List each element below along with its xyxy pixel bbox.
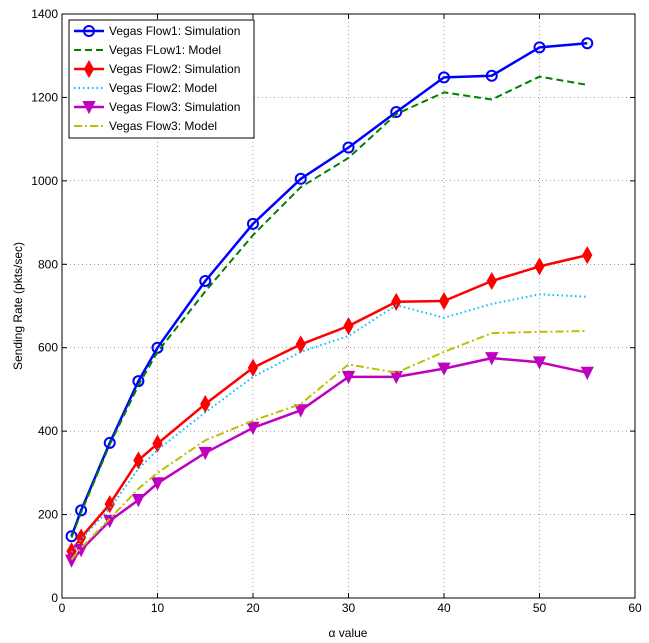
- x-tick-label: 30: [342, 601, 356, 615]
- data-point: [294, 404, 308, 418]
- data-point: [131, 493, 146, 508]
- y-tick-label: 600: [38, 341, 58, 355]
- x-tick-label: 10: [151, 601, 165, 615]
- y-tick-label: 400: [38, 424, 58, 438]
- data-point: [295, 335, 306, 354]
- y-tick-label: 0: [51, 591, 58, 605]
- legend: Vegas Flow1: Simulation Vegas FLow1: Mode…: [68, 19, 255, 139]
- data-point: [580, 366, 594, 380]
- series-line: [70, 330, 588, 561]
- data-point: [438, 71, 450, 84]
- legend-label: Vegas Flow3: Simulation: [109, 100, 240, 114]
- y-tick-label: 1400: [31, 7, 58, 21]
- legend-label: Vegas FLow1: Model: [109, 43, 221, 57]
- data-point: [437, 362, 451, 376]
- data-point: [150, 477, 165, 491]
- data-point: [343, 317, 354, 336]
- legend-marker: [83, 25, 95, 37]
- data-point: [389, 370, 403, 385]
- data-point: [294, 172, 307, 185]
- data-point: [486, 271, 497, 290]
- data-point: [533, 41, 546, 54]
- series-line: [70, 356, 588, 562]
- series-lines: [64, 37, 594, 568]
- data-point: [152, 434, 163, 453]
- data-point: [485, 69, 498, 82]
- x-tick-label: 40: [437, 601, 451, 615]
- legend-marker: [82, 101, 96, 115]
- series-3: [66, 246, 593, 561]
- y-axis-label: Sending Rate (pkts/sec): [11, 242, 25, 370]
- data-point: [65, 530, 78, 543]
- data-point: [485, 352, 499, 366]
- series-line: [70, 253, 588, 553]
- data-point: [246, 421, 260, 436]
- y-tick-label: 800: [38, 257, 58, 271]
- data-point: [64, 554, 79, 568]
- series-line: [70, 75, 588, 538]
- data-point: [341, 370, 356, 385]
- series-6: [70, 330, 588, 561]
- data-point: [391, 292, 402, 311]
- data-point: [581, 37, 594, 50]
- data-point: [199, 274, 212, 287]
- data-point: [103, 436, 116, 449]
- y-tick-label: 1200: [31, 90, 58, 104]
- data-point: [342, 141, 355, 154]
- data-point: [534, 257, 545, 276]
- legend-marker: [83, 59, 95, 79]
- legend-box: [68, 19, 255, 139]
- legend-label: Vegas Flow3: Model: [109, 119, 217, 133]
- series-5: [64, 352, 594, 568]
- x-tick-label: 0: [59, 601, 66, 615]
- legend-label: Vegas Flow1: Simulation: [109, 24, 240, 38]
- data-point: [247, 358, 259, 377]
- plot-frame: [61, 13, 636, 599]
- data-point: [390, 106, 403, 119]
- legend-label: Vegas Flow2: Model: [109, 81, 217, 95]
- data-point: [582, 246, 593, 265]
- series-2: [70, 75, 588, 538]
- data-point: [104, 495, 115, 514]
- legend-label: Vegas Flow2: Simulation: [109, 62, 240, 76]
- data-point: [198, 446, 212, 461]
- data-point: [75, 504, 88, 517]
- x-tick-label: 20: [246, 601, 260, 615]
- data-point: [247, 217, 259, 230]
- y-tick-label: 200: [38, 508, 58, 522]
- data-point: [532, 356, 547, 370]
- x-tick-label: 60: [628, 601, 642, 615]
- x-tick-label: 50: [533, 601, 547, 615]
- data-point: [200, 395, 211, 414]
- x-axis-label: α value: [329, 626, 368, 640]
- y-tick-label: 1000: [31, 174, 58, 188]
- data-point: [438, 291, 450, 311]
